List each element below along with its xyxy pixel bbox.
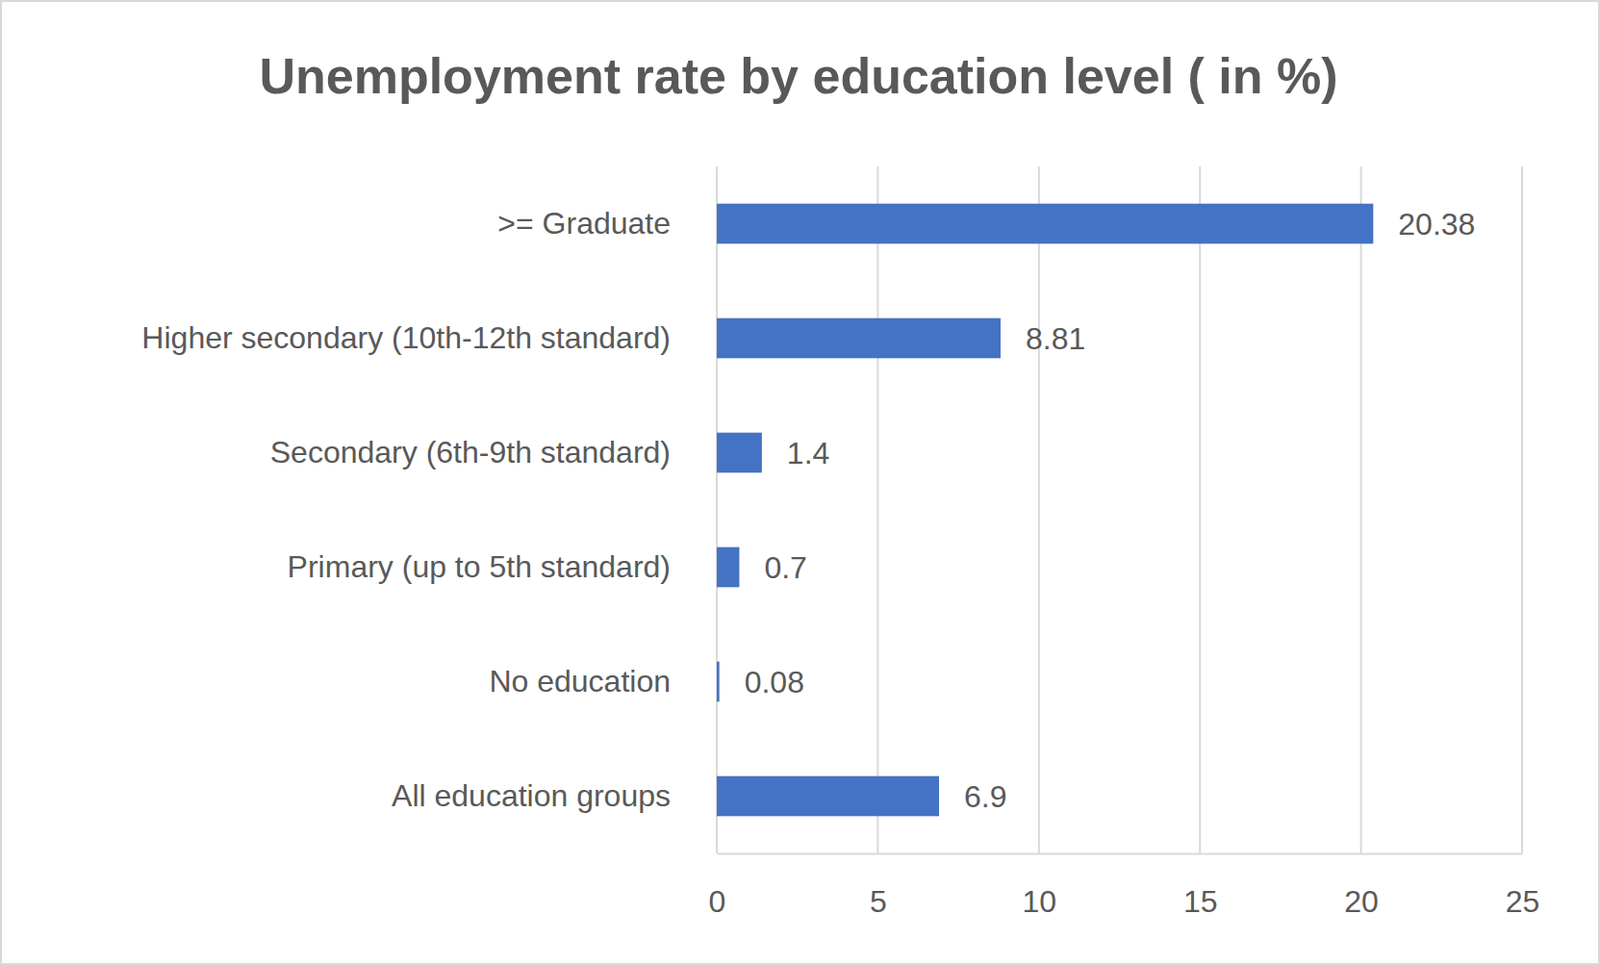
x-tick-label: 15 <box>1183 884 1219 919</box>
chart-title: Unemployment rate by education level ( i… <box>258 48 1338 104</box>
bar <box>716 776 940 817</box>
data-label: 0.08 <box>744 664 805 700</box>
grid <box>716 166 1523 854</box>
y-tick-label: Secondary (6th-9th standard) <box>270 434 671 470</box>
x-tick-label: 20 <box>1344 884 1379 919</box>
x-tick: 10 <box>1022 853 1058 919</box>
y-tick-label: >= Graduate <box>497 205 671 241</box>
grid-line <box>1521 166 1524 854</box>
y-tick: All education groups <box>391 778 671 813</box>
data-label: 20.38 <box>1397 206 1475 242</box>
y-tick: Higher secondary (10th-12th standard) <box>141 320 671 356</box>
data-label: 6.9 <box>964 779 1007 814</box>
y-tick: Primary (up to 5th standard) <box>287 549 671 585</box>
data-label: 1.4 <box>787 435 830 471</box>
x-tick: 15 <box>1183 853 1219 919</box>
x-tick: 20 <box>1344 853 1379 919</box>
grid-line <box>1038 166 1041 854</box>
data-labels: 20.38 8.81 1.4 0.7 0.08 6.9 <box>744 206 1476 814</box>
y-tick-label: No education <box>488 663 671 699</box>
grid-line <box>1360 166 1363 854</box>
x-axis: 0 5 10 15 20 25 <box>709 853 1541 919</box>
x-axis-line <box>717 853 1524 856</box>
chart: Unemployment rate by education level ( i… <box>0 0 1600 965</box>
chart-frame <box>0 0 1600 965</box>
grid-line <box>876 166 879 854</box>
x-tick-label: 5 <box>869 884 888 919</box>
y-axis: >= Graduate Higher secondary (10th-12th s… <box>141 205 671 813</box>
bar <box>716 547 739 588</box>
x-tick-label: 25 <box>1505 884 1541 919</box>
y-tick-label: All education groups <box>391 778 671 813</box>
x-tick: 0 <box>709 853 727 919</box>
bar <box>716 318 1001 359</box>
x-tick-label: 0 <box>709 884 727 919</box>
bar <box>716 203 1373 245</box>
y-tick: >= Graduate <box>497 205 671 241</box>
data-label: 8.81 <box>1025 321 1086 356</box>
y-tick: Secondary (6th-9th standard) <box>270 434 671 470</box>
x-tick: 5 <box>869 853 888 919</box>
y-tick-label: Higher secondary (10th-12th standard) <box>141 320 671 356</box>
x-tick: 25 <box>1505 853 1541 919</box>
y-tick-label: Primary (up to 5th standard) <box>287 549 671 585</box>
y-tick: No education <box>488 663 671 699</box>
grid-line <box>1198 166 1201 854</box>
data-label: 0.7 <box>763 550 807 585</box>
grid-line <box>715 166 718 854</box>
bars <box>716 203 1373 817</box>
x-tick-label: 10 <box>1022 884 1058 919</box>
bar <box>716 661 720 703</box>
bar <box>716 432 762 474</box>
